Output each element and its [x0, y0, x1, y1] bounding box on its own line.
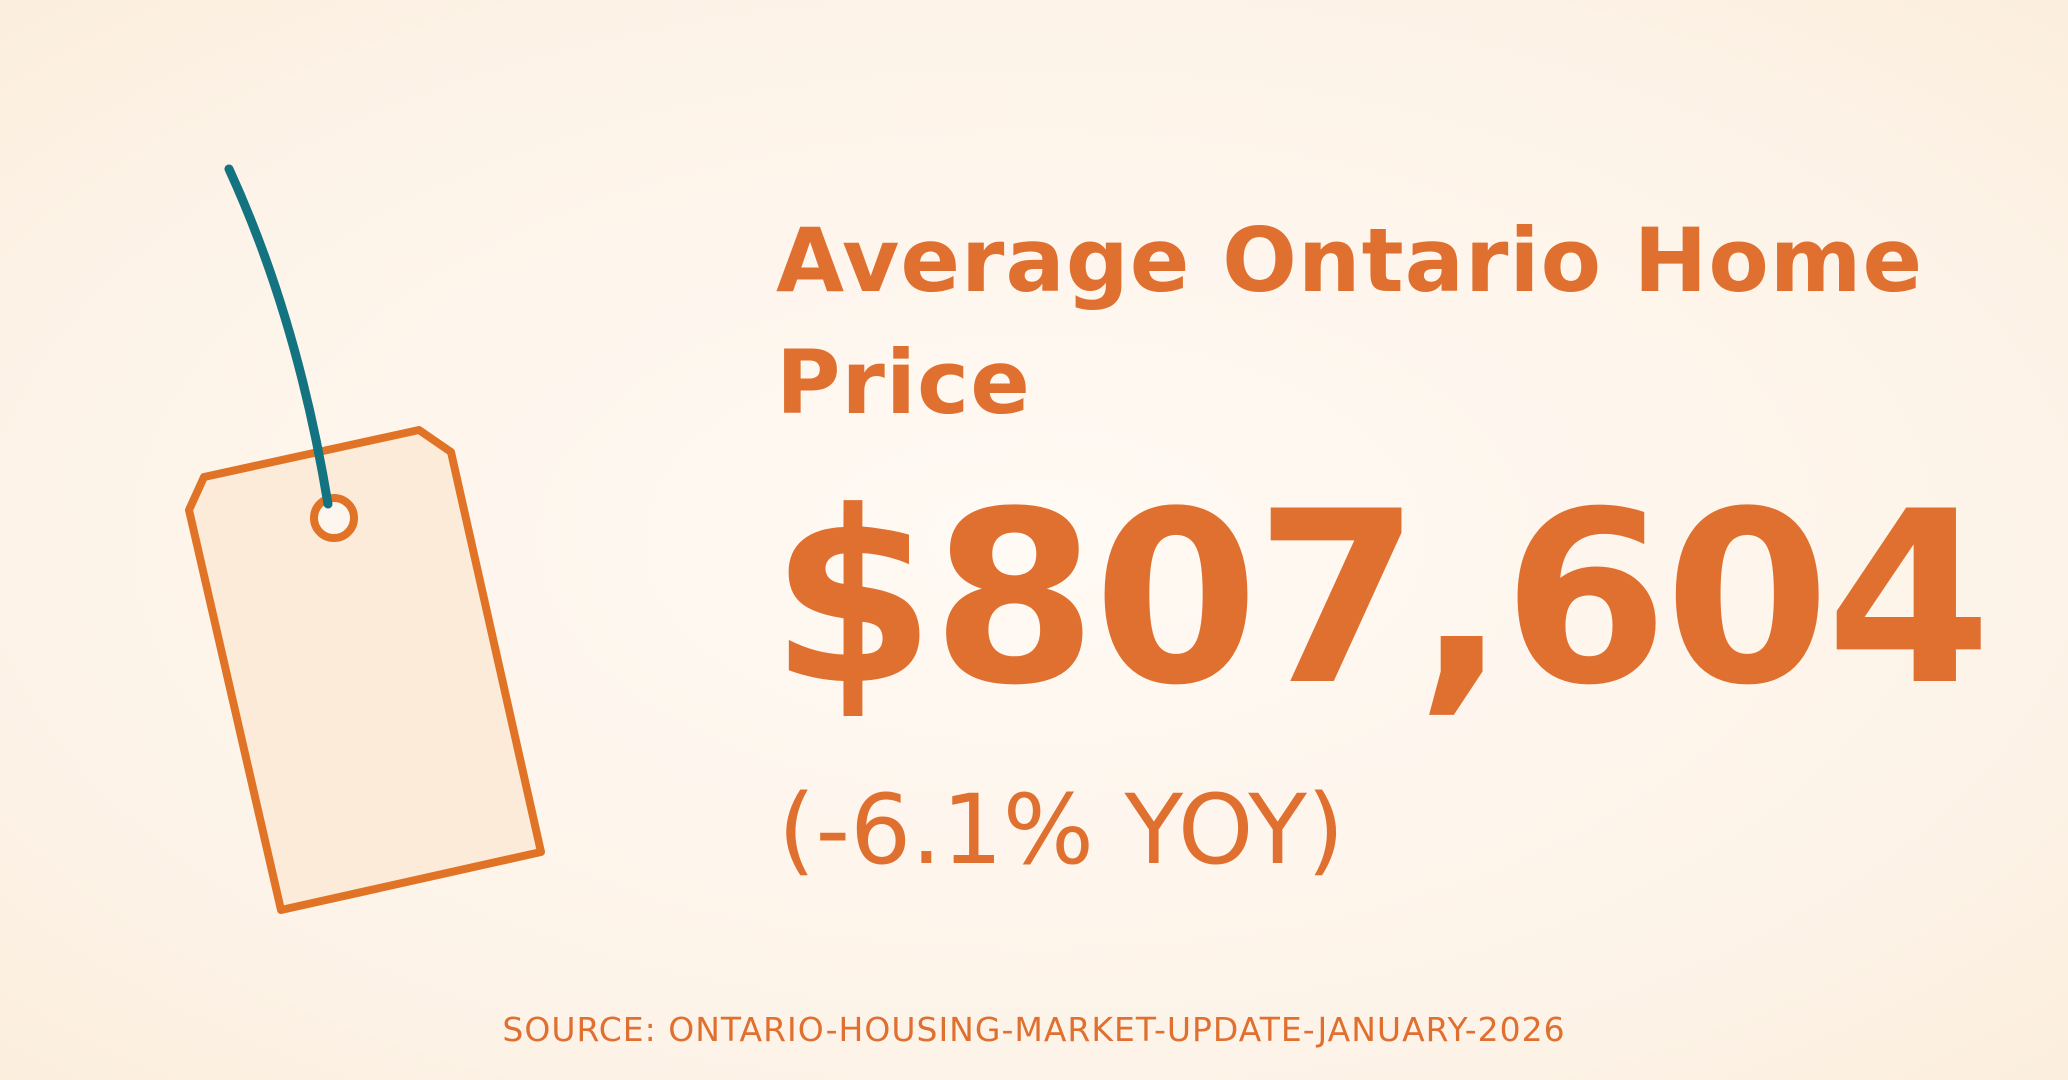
yoy-change: (-6.1% YOY): [778, 774, 1345, 886]
tag-string: [224, 164, 333, 509]
title: Average Ontario Home Price: [776, 209, 1924, 434]
price-value: $807,604: [770, 461, 1992, 738]
tag-hole: [310, 494, 358, 542]
price-tag-icon: [185, 164, 545, 914]
tag-body: [185, 426, 545, 914]
source: SOURCE: ONTARIO-HOUSING-MARKET-UPDATE-JA…: [502, 1010, 1566, 1049]
